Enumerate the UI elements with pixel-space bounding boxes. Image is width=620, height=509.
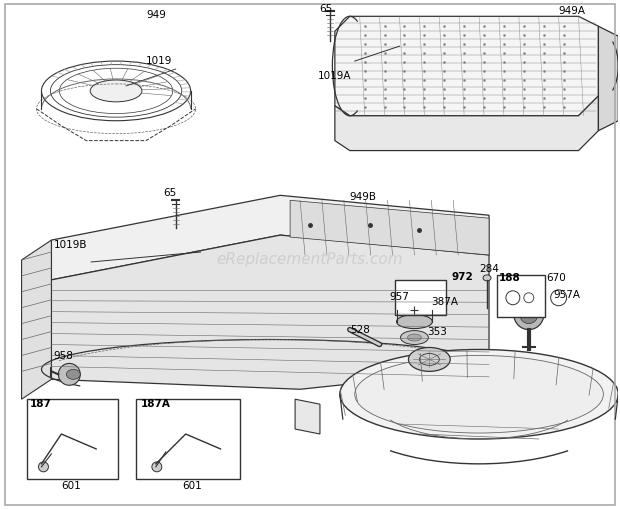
Ellipse shape <box>401 330 428 345</box>
Ellipse shape <box>483 275 491 281</box>
Polygon shape <box>335 16 598 116</box>
Text: 65: 65 <box>319 5 332 14</box>
Polygon shape <box>598 26 618 131</box>
FancyBboxPatch shape <box>27 399 118 479</box>
Circle shape <box>152 462 162 472</box>
Text: 949: 949 <box>146 10 166 20</box>
Ellipse shape <box>90 80 142 102</box>
Text: 972: 972 <box>451 272 473 282</box>
Polygon shape <box>51 195 489 280</box>
Text: 949A: 949A <box>559 6 586 16</box>
Ellipse shape <box>514 300 544 330</box>
Ellipse shape <box>407 334 422 341</box>
Polygon shape <box>290 201 489 255</box>
Text: 1019: 1019 <box>146 56 172 66</box>
Polygon shape <box>295 399 320 434</box>
Text: 1019B: 1019B <box>53 240 87 250</box>
Text: 1019A: 1019A <box>318 71 352 81</box>
Ellipse shape <box>397 315 432 329</box>
FancyBboxPatch shape <box>394 280 446 315</box>
FancyBboxPatch shape <box>136 399 241 479</box>
Text: 670: 670 <box>547 273 567 283</box>
Polygon shape <box>22 240 51 399</box>
Text: 188: 188 <box>499 273 521 283</box>
Text: 601: 601 <box>61 480 81 491</box>
FancyBboxPatch shape <box>497 275 545 317</box>
Text: 958: 958 <box>53 351 73 361</box>
Ellipse shape <box>520 306 538 324</box>
Text: 601: 601 <box>183 480 203 491</box>
Ellipse shape <box>340 350 618 439</box>
Text: 387A: 387A <box>432 297 458 307</box>
Polygon shape <box>335 96 598 151</box>
Ellipse shape <box>58 363 80 385</box>
Ellipse shape <box>397 301 432 319</box>
Text: 528: 528 <box>350 325 370 334</box>
Ellipse shape <box>409 348 450 372</box>
Ellipse shape <box>66 370 80 379</box>
Text: eReplacementParts.com: eReplacementParts.com <box>216 252 404 267</box>
Text: 187: 187 <box>30 399 51 409</box>
Text: 353: 353 <box>427 327 447 336</box>
Circle shape <box>38 462 48 472</box>
Text: 957: 957 <box>389 292 409 302</box>
Text: 284: 284 <box>479 264 499 274</box>
Polygon shape <box>51 235 489 389</box>
Text: 949B: 949B <box>350 192 377 202</box>
Text: 187A: 187A <box>141 399 171 409</box>
Text: 957A: 957A <box>554 290 581 300</box>
Ellipse shape <box>355 355 603 433</box>
Text: 65: 65 <box>163 188 176 199</box>
